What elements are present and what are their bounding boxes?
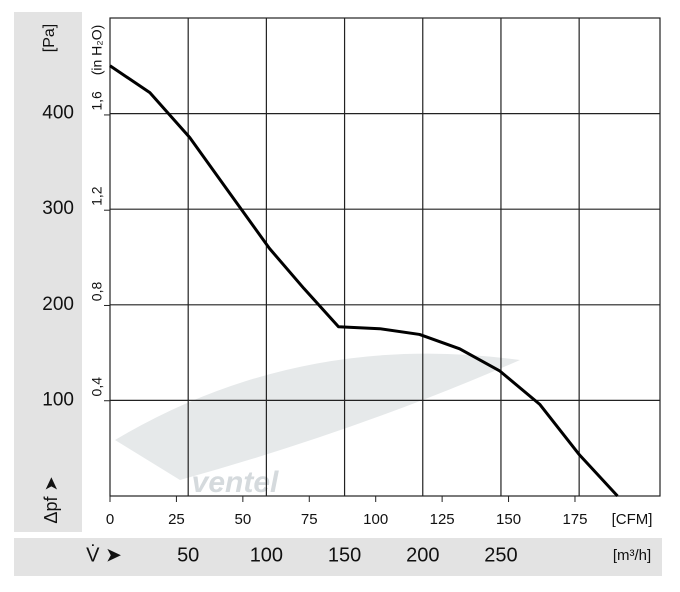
x-axis-label: [CFM] bbox=[612, 511, 653, 528]
x-tick-label: 50 bbox=[235, 511, 252, 528]
y-axis-label: [Pa] bbox=[41, 24, 58, 52]
x-tick-label: 25 bbox=[168, 511, 185, 528]
y2-tick-label: 1,2 bbox=[89, 186, 105, 206]
left-panel bbox=[14, 12, 82, 532]
y-symbol: Δpf ➤ bbox=[41, 476, 61, 523]
x2-tick-label: 50 bbox=[177, 544, 199, 566]
x-tick-label: 0 bbox=[106, 511, 114, 528]
x2-axis-label: [m³/h] bbox=[613, 547, 651, 564]
y-tick-label: 100 bbox=[42, 389, 74, 410]
plot-layer: 100 200 300 400 0,4 0,8 1,2 1,6 0 25 50 75 100 125 150… bbox=[42, 18, 660, 566]
x2-tick-label: 200 bbox=[406, 544, 439, 566]
x-tick-label: 150 bbox=[496, 511, 521, 528]
x-tick-label: 100 bbox=[363, 511, 388, 528]
x2-symbol: V̇ ➤ bbox=[86, 544, 122, 566]
y2-axis-label: (in H₂O) bbox=[89, 25, 105, 76]
x2-tick-label: 150 bbox=[328, 544, 361, 566]
x-tick-label: 175 bbox=[562, 511, 587, 528]
bottom-panel bbox=[14, 538, 662, 576]
x2-tick-label: 250 bbox=[484, 544, 517, 566]
y-tick-label: 300 bbox=[42, 198, 74, 219]
logo-swoosh bbox=[115, 353, 520, 480]
x-tick-label: 125 bbox=[430, 511, 455, 528]
y-tick-label: 400 bbox=[42, 103, 74, 124]
x2-tick-label: 100 bbox=[250, 544, 283, 566]
curve bbox=[109, 64, 619, 498]
y-tick-label: 200 bbox=[42, 294, 74, 315]
y2-tick-label: 0,8 bbox=[89, 282, 105, 302]
x-tick-label: 75 bbox=[301, 511, 318, 528]
y2-tick-label: 0,4 bbox=[89, 377, 105, 397]
y2-tick-label: 1,6 bbox=[89, 91, 105, 111]
plot-frame bbox=[109, 17, 661, 497]
watermark: ventel bbox=[192, 466, 279, 499]
